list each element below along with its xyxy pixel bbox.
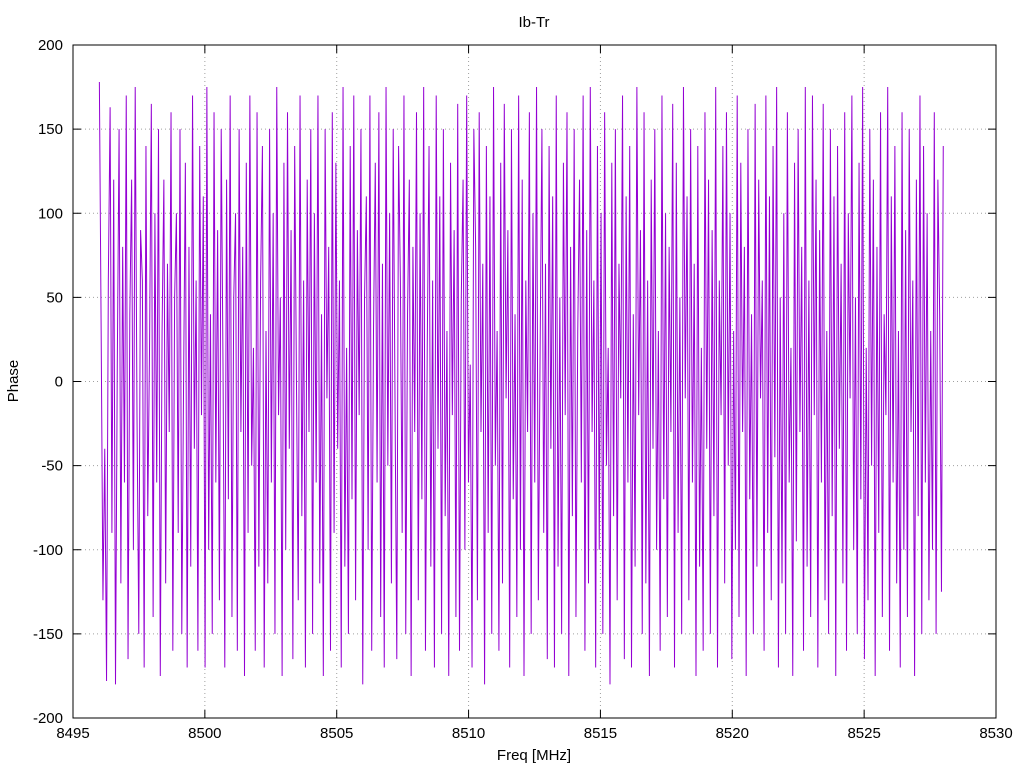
chart-title: Ib-Tr [518, 14, 549, 31]
x-axis-title: Freq [MHz] [497, 747, 571, 764]
y-tick-label: -200 [33, 710, 63, 727]
x-tick-label: 8515 [584, 725, 617, 742]
x-tick-label: 8520 [716, 725, 749, 742]
y-tick-label: 0 [55, 374, 63, 391]
x-tick-label: 8500 [188, 725, 221, 742]
x-tick-label: 8510 [452, 725, 485, 742]
y-tick-label: -50 [41, 458, 63, 475]
y-tick-label: 150 [38, 121, 63, 138]
series-line-1 [98, 82, 944, 685]
y-axis-title: Phase [5, 360, 22, 403]
x-tick-label: 8525 [847, 725, 880, 742]
plot-frame [72, 44, 997, 719]
y-tick-label: 200 [38, 37, 63, 54]
y-tick-label: 100 [38, 205, 63, 222]
x-tick-label: 8495 [56, 725, 89, 742]
y-tick-label: -100 [33, 542, 63, 559]
x-tick-label: 8530 [979, 725, 1012, 742]
x-tick-label: 8505 [320, 725, 353, 742]
y-tick-label: 50 [46, 289, 63, 306]
tick-labels: 8495 8500 8505 8510 8515 8520 8525 8530 -200 -150… [33, 37, 1013, 742]
y-tick-label: -150 [33, 626, 63, 643]
series-layer [98, 82, 944, 685]
